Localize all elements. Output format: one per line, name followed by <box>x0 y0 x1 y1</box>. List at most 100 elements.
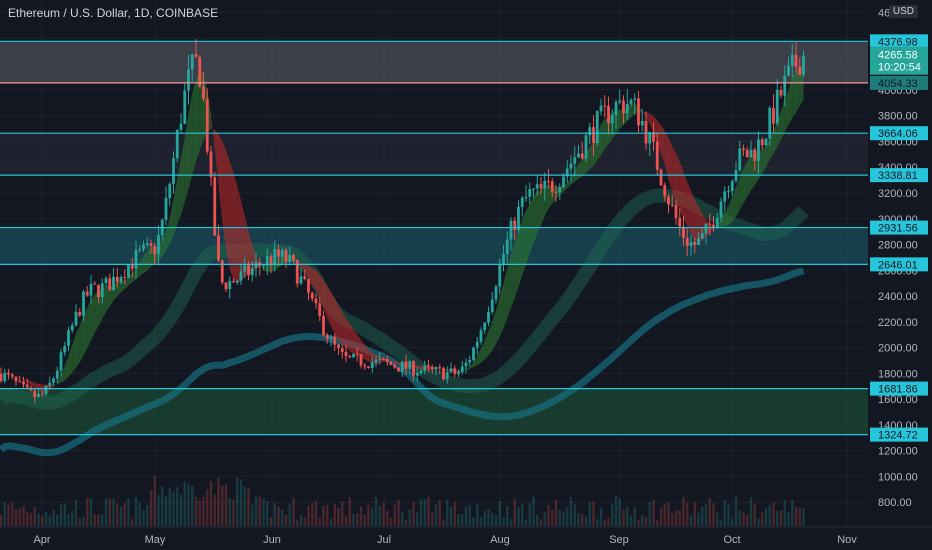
volume-bar <box>164 495 168 526</box>
volume-bar <box>659 507 663 526</box>
candle-body <box>22 381 25 385</box>
ribbon-segment <box>192 78 196 176</box>
candle-body <box>415 373 419 376</box>
candle-body <box>59 352 63 371</box>
volume-bar <box>798 507 801 526</box>
candle-body <box>445 372 449 380</box>
candle-body <box>284 250 288 263</box>
candle-body <box>82 291 85 316</box>
volume-bar <box>209 481 213 526</box>
price-tick-label: 3200.00 <box>878 188 918 200</box>
volume-bar <box>761 512 764 526</box>
volume-bar <box>442 519 445 526</box>
candle-body <box>742 148 745 150</box>
ribbon-segment <box>379 355 384 364</box>
volume-bar <box>206 489 209 526</box>
ribbon-segment <box>76 325 80 368</box>
candle-body <box>618 100 622 103</box>
level-price-label: 3338.81 <box>878 170 918 182</box>
volume-bar <box>618 498 621 526</box>
ribbon-segment <box>31 381 35 389</box>
ribbon-segment <box>83 308 88 356</box>
price-tick-label: 3800.00 <box>878 111 918 123</box>
volume-bar <box>119 506 123 526</box>
price-tick-label: 2000.00 <box>878 343 918 355</box>
candle-body <box>539 184 543 189</box>
ribbon-segment <box>792 71 796 119</box>
candle-body <box>325 334 329 339</box>
candle-body <box>685 237 689 246</box>
ribbon-segment <box>788 76 793 125</box>
volume-bar <box>577 513 580 526</box>
candle-body <box>434 367 438 370</box>
last-price-tag <box>870 46 928 75</box>
volume-bar <box>464 506 468 526</box>
candle-body <box>273 249 277 266</box>
candle-body <box>254 262 258 269</box>
ribbon-segment <box>327 286 331 326</box>
volume-bar <box>404 519 408 526</box>
volume-bar <box>266 501 269 526</box>
candle-body <box>580 153 584 159</box>
volume-bar <box>202 496 205 526</box>
volume-bar <box>127 497 130 526</box>
candle-body <box>577 153 580 158</box>
ribbon-segment <box>331 291 335 335</box>
candle-body <box>419 370 423 374</box>
volume-bar <box>592 501 595 526</box>
ribbon-segment <box>694 199 699 242</box>
volume-bar <box>768 504 771 526</box>
ribbon-segment <box>64 355 69 381</box>
volume-bar <box>727 504 730 526</box>
ribbon-segment <box>646 112 650 125</box>
volume-bar <box>352 513 355 526</box>
candle-body <box>798 66 802 75</box>
ribbon-segment <box>391 359 395 363</box>
candle-body <box>37 393 40 398</box>
volume-bar <box>104 498 108 526</box>
ribbon-segment <box>342 311 346 348</box>
volume-bar <box>326 504 329 526</box>
ma-mid-band <box>0 188 809 410</box>
candle-body <box>790 54 794 66</box>
volume-bar <box>14 508 18 526</box>
candle-body <box>370 362 374 369</box>
volume-bar <box>419 498 423 526</box>
candle-body <box>592 127 595 144</box>
volume-bar <box>539 519 543 526</box>
volume-bar <box>734 496 738 526</box>
volume-bar <box>483 510 486 526</box>
volume-bar <box>543 512 546 526</box>
candle-body <box>40 393 44 395</box>
ribbon-segment <box>27 379 31 386</box>
candle-body <box>93 283 97 285</box>
volume-bar <box>783 500 786 526</box>
ribbon-segment <box>334 298 339 341</box>
candle-body <box>194 54 198 57</box>
candle-body <box>224 282 228 290</box>
volume-bar <box>389 518 393 526</box>
candle-body <box>74 311 78 326</box>
ribbon-segment <box>244 215 249 277</box>
candle-body <box>318 303 322 316</box>
candle-body <box>738 148 742 171</box>
ribbon-segment <box>241 200 245 282</box>
ribbon-segment <box>308 265 313 287</box>
ribbon-segment <box>57 374 61 385</box>
volume-bar <box>408 509 411 526</box>
ribbon-segment <box>781 98 785 140</box>
candle-body <box>704 223 708 234</box>
candle-body <box>588 127 592 136</box>
volume-bar <box>367 504 370 526</box>
candle-body <box>479 330 483 342</box>
currency-badge[interactable]: USD <box>888 5 918 18</box>
candle-body <box>569 163 573 169</box>
ribbon-segment <box>173 177 178 236</box>
chart-title: Ethereum / U.S. Dollar, 1D, COINBASE <box>8 6 219 20</box>
candle-body <box>322 315 325 335</box>
candle-body <box>423 365 427 371</box>
volume-bar <box>161 486 164 526</box>
candle-body <box>175 129 179 159</box>
